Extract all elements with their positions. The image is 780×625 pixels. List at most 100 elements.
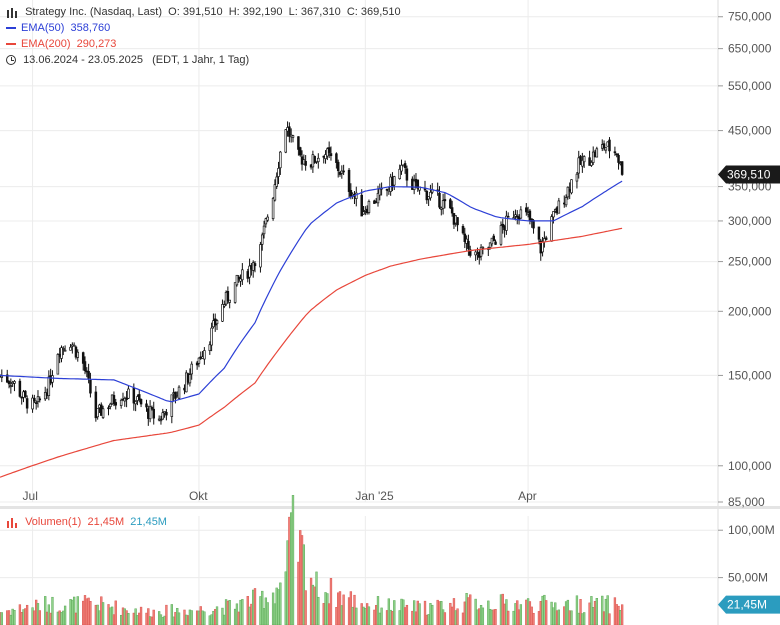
volume-bar <box>512 610 515 625</box>
volume-bar <box>577 612 580 625</box>
candle-body <box>499 225 503 245</box>
volume-tick-label: 50,00M <box>728 571 768 585</box>
candle-body <box>221 304 224 322</box>
candle-body <box>101 408 105 418</box>
candle-body <box>506 215 510 218</box>
volume-bar <box>271 592 275 625</box>
volume-bar <box>391 611 394 625</box>
volume-bar <box>507 610 510 625</box>
volume-bar <box>13 609 16 625</box>
volume-bar <box>208 615 211 625</box>
volume-bar <box>114 600 117 625</box>
volume-bar <box>212 610 215 625</box>
candle-body <box>461 226 465 234</box>
volume-bar <box>526 598 530 625</box>
candle-body <box>552 211 555 218</box>
candle-body <box>479 246 483 257</box>
candle-body <box>416 179 420 189</box>
period-range: 13.06.2024 - 23.05.2025 <box>23 54 143 66</box>
price-tick-label: 450,000 <box>728 124 772 138</box>
candle-body <box>69 346 72 351</box>
candle-body <box>87 371 90 379</box>
candle-body <box>34 402 38 404</box>
volume-bar <box>476 609 479 625</box>
volume-bar <box>259 596 262 625</box>
candle-body <box>620 161 624 175</box>
volume-bar <box>190 610 193 625</box>
candle-body <box>81 352 85 364</box>
ema200-legend[interactable]: EMA(200) 290,273 <box>6 36 116 52</box>
volume-bar <box>478 608 481 625</box>
candle-body <box>525 207 528 213</box>
volume-bar <box>136 615 139 625</box>
volume-bar <box>519 604 523 625</box>
volume-bar <box>503 603 506 625</box>
volume-bar <box>291 495 295 625</box>
candle-body <box>273 184 277 201</box>
volume-bar <box>25 604 29 625</box>
price-tick-label: 100,000 <box>728 459 772 473</box>
volume-bar <box>360 603 363 625</box>
period-note: (EDT, 1 Jahr, 1 Tag) <box>152 54 250 66</box>
candle-body <box>215 320 219 325</box>
candle-body <box>608 139 611 152</box>
volume-bar <box>300 535 304 625</box>
volume-bar <box>286 540 289 625</box>
last-volume-badge <box>718 595 780 614</box>
candle-body <box>226 290 230 302</box>
volume-bar <box>474 598 477 625</box>
candle-body <box>505 215 508 231</box>
volume-bar <box>252 589 255 625</box>
candle-body <box>360 194 363 217</box>
volume-bar <box>85 598 88 625</box>
candle-body <box>313 156 316 163</box>
volume-bar <box>288 516 291 625</box>
volume-bar <box>492 609 495 625</box>
volume-bar <box>402 599 405 625</box>
candle-body <box>266 216 269 221</box>
price-tick-label: 85,000 <box>728 495 765 509</box>
candle-body <box>429 191 432 199</box>
volume-bar <box>438 601 441 625</box>
candle-body <box>197 357 201 364</box>
volume-bar <box>349 591 353 625</box>
volume-bar <box>543 594 546 625</box>
volume-bar <box>83 595 87 625</box>
volume-bar <box>441 609 445 625</box>
close-value: 369,510 <box>360 6 401 18</box>
volume-bar <box>185 614 188 625</box>
volume-bar <box>494 608 497 625</box>
candle-body <box>83 361 87 371</box>
low-value: 367,310 <box>300 6 341 18</box>
ema50-legend[interactable]: EMA(50) 358,760 <box>6 20 110 36</box>
volume-bar <box>138 612 141 625</box>
candle-body <box>62 348 65 350</box>
volume-bar <box>195 610 199 625</box>
volume-bar <box>58 610 61 625</box>
volume-bar <box>389 609 392 625</box>
volume-bar <box>481 607 485 625</box>
candle-body <box>581 159 584 167</box>
volume-bar <box>602 611 606 625</box>
chart-type-icon <box>6 7 18 19</box>
volume-bar <box>568 610 571 625</box>
volume-bar <box>557 609 561 625</box>
volume-bar <box>127 613 130 625</box>
volume-bar <box>501 593 504 625</box>
candle-body <box>96 408 99 418</box>
volume-bar <box>148 616 152 625</box>
candle-body <box>588 157 591 166</box>
candle-body <box>0 375 4 378</box>
high-value: 392,190 <box>242 6 283 18</box>
volume-bar <box>537 611 541 625</box>
volume-bar <box>201 610 204 625</box>
volume-bar <box>69 599 72 625</box>
volume-bar <box>365 603 369 625</box>
candle-body <box>195 362 199 366</box>
volume-bar <box>342 594 345 625</box>
candle-body <box>33 397 36 402</box>
volume-bar <box>188 609 192 625</box>
candle-body <box>405 168 409 181</box>
volume-bar <box>215 606 219 625</box>
candle-body <box>203 350 206 360</box>
